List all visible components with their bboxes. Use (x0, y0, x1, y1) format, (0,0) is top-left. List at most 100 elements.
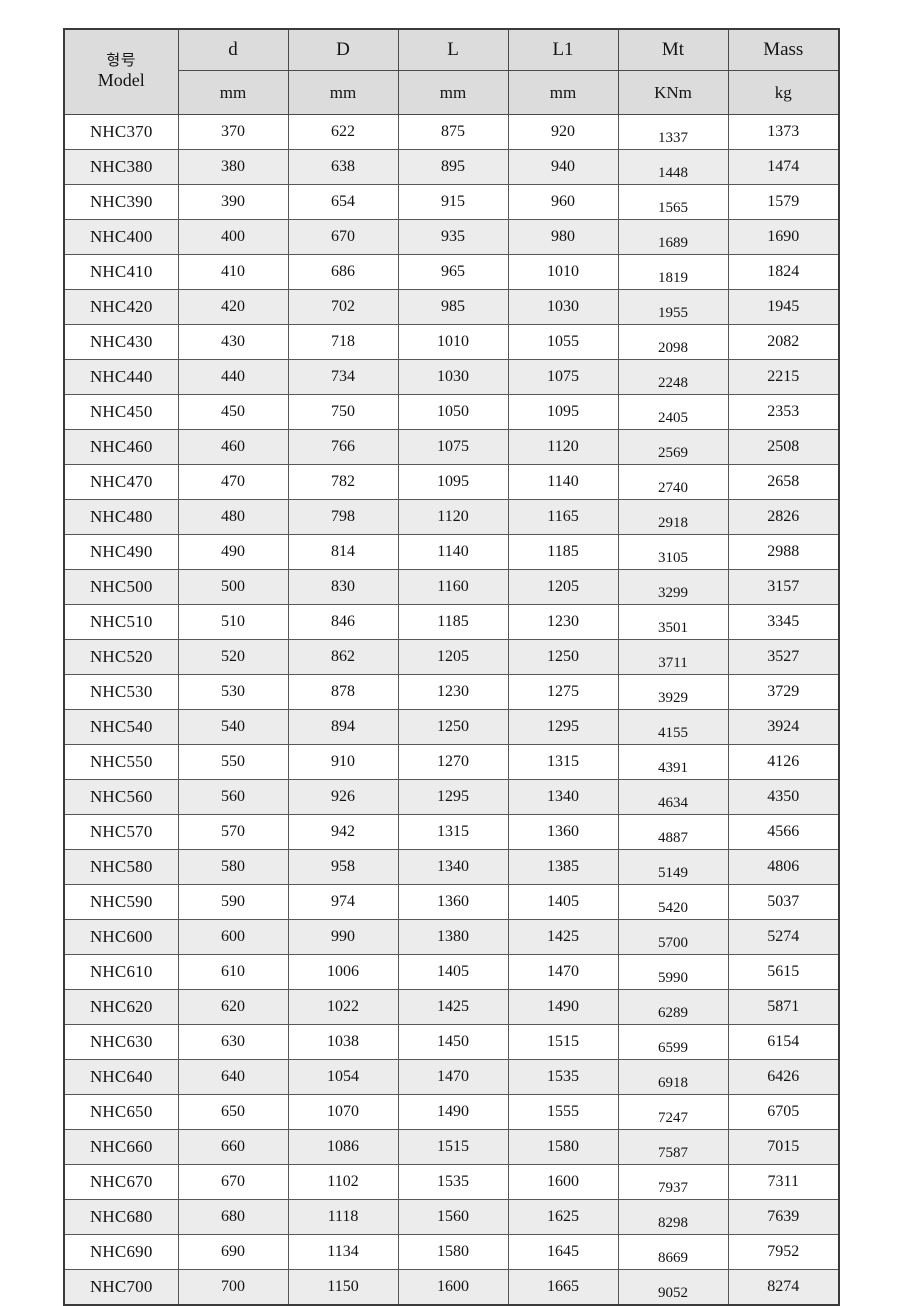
cell-model: NHC390 (63, 184, 179, 220)
cell-l1: 1580 (507, 1129, 619, 1165)
cell-d: 862 (287, 639, 399, 675)
header-cell-model: 형号 Model (63, 28, 179, 115)
cell-l1: 1555 (507, 1094, 619, 1130)
cell-l: 915 (397, 184, 509, 220)
table-row: NHC690 690 1134 1580 1645 8669 7952 (63, 1234, 840, 1270)
cell-d: 1086 (287, 1129, 399, 1165)
cell-d: 814 (287, 534, 399, 570)
cell-mt: 4391 (617, 744, 729, 780)
cell-l1: 1425 (507, 919, 619, 955)
cell-l1: 1185 (507, 534, 619, 570)
cell-d: 958 (287, 849, 399, 885)
table-row: NHC540 540 894 1250 1295 4155 3924 (63, 709, 840, 745)
cell-l1: 1625 (507, 1199, 619, 1235)
cell-l: 895 (397, 149, 509, 185)
cell-mass: 2508 (727, 429, 840, 465)
cell-d: 610 (177, 954, 289, 990)
cell-mt: 3929 (617, 674, 729, 710)
cell-d: 470 (177, 464, 289, 500)
cell-d: 560 (177, 779, 289, 815)
table-row: NHC370 370 622 875 920 1337 1373 (63, 114, 840, 150)
cell-model: NHC420 (63, 289, 179, 325)
cell-d: 670 (177, 1164, 289, 1200)
cell-d: 680 (177, 1199, 289, 1235)
table-row: NHC400 400 670 935 980 1689 1690 (63, 219, 840, 255)
cell-d: 990 (287, 919, 399, 955)
cell-d: 766 (287, 429, 399, 465)
cell-l: 1315 (397, 814, 509, 850)
table-row: NHC490 490 814 1140 1185 3105 2988 (63, 534, 840, 570)
cell-l: 985 (397, 289, 509, 325)
cell-d: 974 (287, 884, 399, 920)
cell-mass: 4806 (727, 849, 840, 885)
header-cell-symbol-mass: Mass (727, 28, 840, 71)
cell-d: 490 (177, 534, 289, 570)
cell-mass: 6705 (727, 1094, 840, 1130)
cell-l1: 1295 (507, 709, 619, 745)
cell-l: 1560 (397, 1199, 509, 1235)
cell-mt: 3105 (617, 534, 729, 570)
cell-mass: 3527 (727, 639, 840, 675)
cell-d: 1118 (287, 1199, 399, 1235)
cell-mt: 3299 (617, 569, 729, 605)
table-row: NHC420 420 702 985 1030 1955 1945 (63, 289, 840, 325)
cell-mass: 2826 (727, 499, 840, 535)
cell-d: 400 (177, 219, 289, 255)
cell-d: 878 (287, 674, 399, 710)
cell-mt: 1955 (617, 289, 729, 325)
cell-l1: 1075 (507, 359, 619, 395)
cell-model: NHC650 (63, 1094, 179, 1130)
cell-mass: 7311 (727, 1164, 840, 1200)
cell-mt: 4155 (617, 709, 729, 745)
table-row: NHC550 550 910 1270 1315 4391 4126 (63, 744, 840, 780)
cell-l: 1470 (397, 1059, 509, 1095)
specification-table-container: 형号 Model d D L L1 Mt Mass mm mm mm mm KN… (63, 28, 840, 1306)
cell-d: 1054 (287, 1059, 399, 1095)
cell-model: NHC550 (63, 744, 179, 780)
cell-mt: 5990 (617, 954, 729, 990)
cell-d: 750 (287, 394, 399, 430)
cell-model: NHC520 (63, 639, 179, 675)
cell-l1: 1490 (507, 989, 619, 1025)
cell-l: 1450 (397, 1024, 509, 1060)
cell-d: 630 (177, 1024, 289, 1060)
cell-d: 420 (177, 289, 289, 325)
cell-mass: 2215 (727, 359, 840, 395)
cell-l: 1050 (397, 394, 509, 430)
cell-model: NHC430 (63, 324, 179, 360)
cell-l: 1340 (397, 849, 509, 885)
cell-l: 1600 (397, 1269, 509, 1306)
cell-mass: 1373 (727, 114, 840, 150)
cell-l: 1030 (397, 359, 509, 395)
cell-d: 480 (177, 499, 289, 535)
cell-l: 1140 (397, 534, 509, 570)
cell-l: 1425 (397, 989, 509, 1025)
cell-d: 550 (177, 744, 289, 780)
cell-mass: 4126 (727, 744, 840, 780)
cell-l: 935 (397, 219, 509, 255)
cell-l: 965 (397, 254, 509, 290)
cell-mt: 5149 (617, 849, 729, 885)
cell-d: 580 (177, 849, 289, 885)
cell-mt: 2569 (617, 429, 729, 465)
cell-model: NHC490 (63, 534, 179, 570)
table-row: NHC450 450 750 1050 1095 2405 2353 (63, 394, 840, 430)
cell-model: NHC680 (63, 1199, 179, 1235)
cell-mt: 4634 (617, 779, 729, 815)
cell-d: 410 (177, 254, 289, 290)
cell-mt: 1337 (617, 114, 729, 150)
cell-model: NHC480 (63, 499, 179, 535)
table-row: NHC660 660 1086 1515 1580 7587 7015 (63, 1129, 840, 1165)
cell-d: 1006 (287, 954, 399, 990)
cell-l: 1095 (397, 464, 509, 500)
cell-d: 620 (177, 989, 289, 1025)
cell-d: 540 (177, 709, 289, 745)
cell-d: 700 (177, 1269, 289, 1306)
cell-l1: 1385 (507, 849, 619, 885)
cell-mass: 2082 (727, 324, 840, 360)
header-cell-symbol-d: d (177, 28, 289, 71)
cell-d: 734 (287, 359, 399, 395)
cell-l1: 1010 (507, 254, 619, 290)
cell-mt: 7937 (617, 1164, 729, 1200)
cell-l1: 1055 (507, 324, 619, 360)
